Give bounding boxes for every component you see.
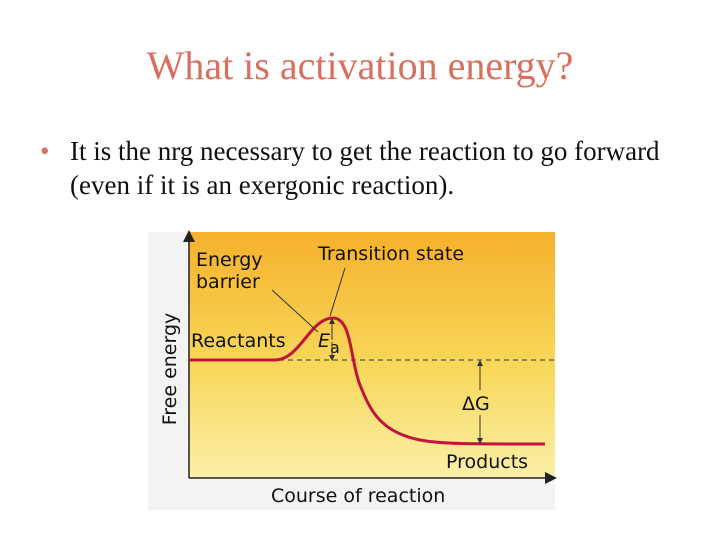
leader-line [271, 289, 319, 333]
slide-title: What is activation energy? [146, 43, 574, 88]
transition-state-label: Transition state [318, 243, 465, 265]
reactants-label: Reactants [191, 330, 286, 352]
ea-subscript: a [330, 338, 340, 357]
energy-curve [189, 316, 546, 446]
y-axis-label: Free energy [159, 312, 181, 426]
ea-symbol: E [318, 330, 331, 352]
diagram-background [189, 232, 555, 478]
delta-g-label: ΔG [462, 393, 490, 415]
products-label: Products [446, 451, 529, 473]
bullet-dot: • [40, 136, 50, 166]
energy-barrier-label: Energy barrier [196, 249, 263, 293]
x-axis-label: Course of reaction [271, 485, 446, 507]
bullet-text: It is the nrg necessary to get the react… [70, 136, 660, 200]
ea-label: Ea [318, 330, 340, 357]
bullet: • It is the nrg necessary to get the reac… [40, 134, 680, 202]
leader-line [329, 267, 346, 317]
